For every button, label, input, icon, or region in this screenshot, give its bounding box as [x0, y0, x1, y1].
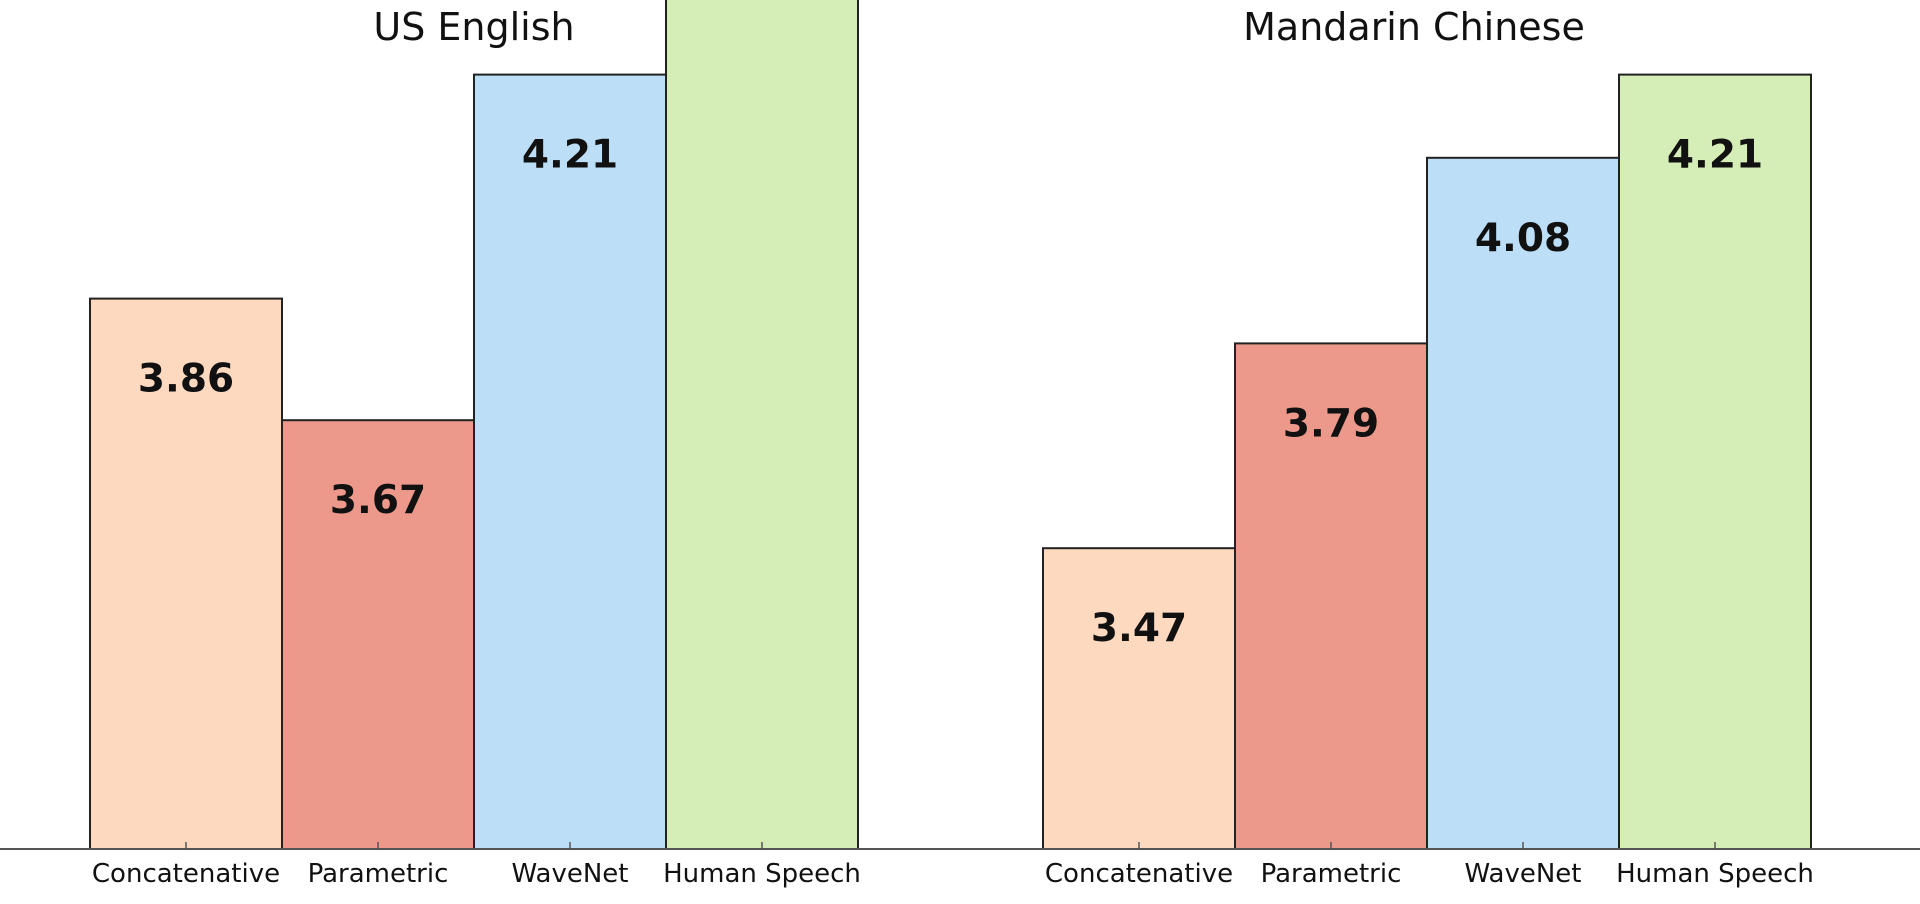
bar-group — [89, 0, 859, 851]
panel-title: US English — [373, 5, 574, 49]
bar-wavenet — [473, 73, 667, 851]
data-label-human-speech: 4.21 — [1667, 133, 1763, 178]
x-tick-label-human-speech: Human Speech — [1616, 859, 1814, 889]
chart-panel-us-english: US English 3.863.674.214.55 Concatenativ… — [0, 0, 960, 889]
data-label-group: 3.47 3.79 4.08 4.21 — [1091, 133, 1763, 652]
tick-label-group: Concatenative Parametric WaveNet Human Spee… — [1045, 859, 1814, 889]
data-label-group: 3.863.674.214.55 — [138, 133, 618, 524]
data-label-parametric: 3.67 — [330, 478, 426, 523]
bar-concatenative — [1042, 547, 1236, 850]
x-tick-label-wavenet: WaveNet — [1465, 859, 1582, 889]
bar-human-speech — [665, 0, 859, 850]
x-tick-label-concatenative: Concatenative — [1045, 859, 1233, 889]
data-label-concatenative: 3.47 — [1091, 606, 1187, 651]
x-tick-label-human-speech: Human Speech — [663, 859, 861, 889]
tick-group — [185, 842, 763, 849]
bar-group — [1042, 73, 1812, 851]
tick-group — [1138, 842, 1716, 849]
x-tick-label-parametric: Parametric — [308, 859, 449, 889]
bar-wavenet — [1426, 156, 1620, 851]
bar-human-speech — [1618, 73, 1812, 851]
panel-title: Mandarin Chinese — [1243, 5, 1585, 49]
x-tick-label-wavenet: WaveNet — [512, 859, 629, 889]
x-tick-label-parametric: Parametric — [1261, 859, 1402, 889]
bar-concatenative — [89, 297, 283, 851]
data-label-wavenet: 4.08 — [1475, 216, 1571, 261]
data-label-parametric: 3.79 — [1283, 401, 1379, 446]
bar-parametric — [1234, 342, 1428, 850]
x-tick-label-concatenative: Concatenative — [92, 859, 280, 889]
data-label-wavenet: 4.21 — [522, 133, 618, 178]
data-label-concatenative: 3.86 — [138, 357, 234, 402]
chart-panel-mandarin-chinese: Mandarin Chinese 3.47 3.79 4.08 4.21 Concat… — [960, 5, 1920, 889]
tick-label-group: Concatenative Parametric WaveNet Human Spee… — [92, 859, 861, 889]
bar-parametric — [281, 419, 475, 850]
